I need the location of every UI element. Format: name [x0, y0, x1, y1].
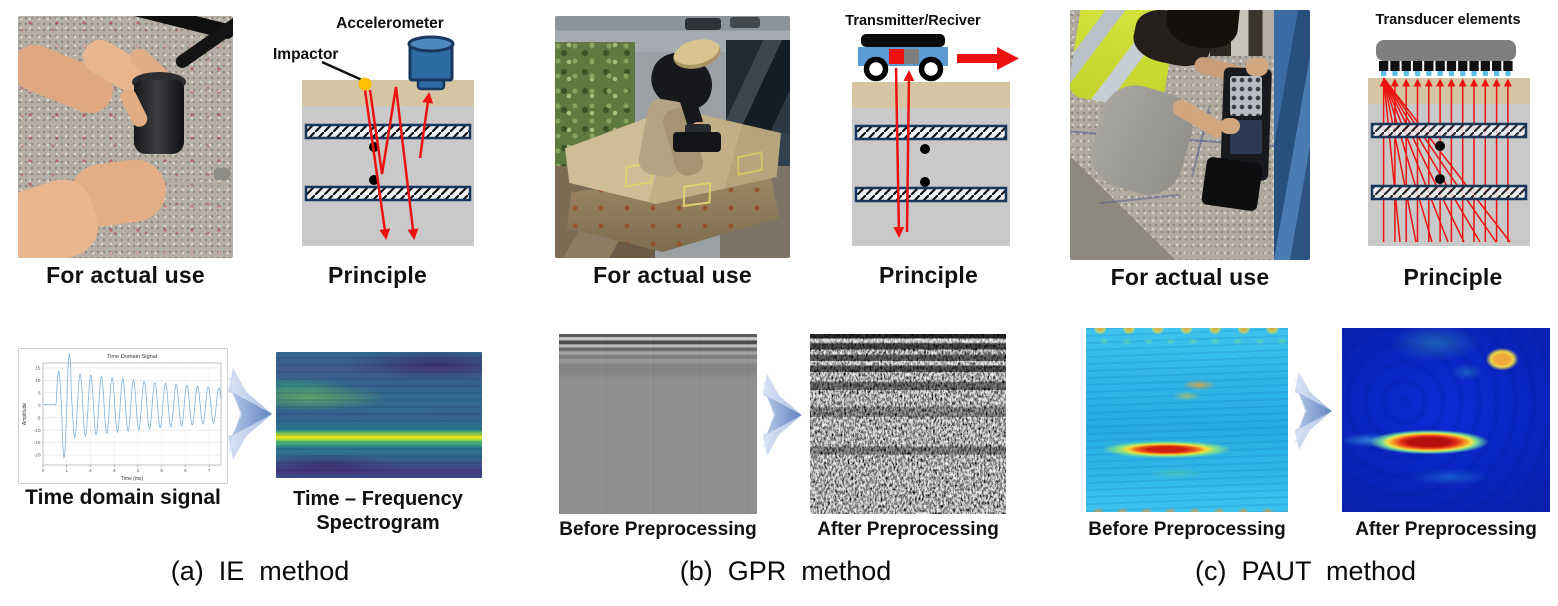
concrete-block-details	[1370, 122, 1528, 201]
car	[730, 17, 760, 28]
rebar-layer	[304, 185, 472, 202]
scan-direction-arrow	[957, 47, 1019, 70]
ultrasound-rays	[1379, 77, 1512, 243]
photo-caption: For actual use	[1110, 264, 1270, 290]
bscan-bands-overlay	[810, 334, 1006, 514]
defect-dot	[920, 177, 930, 187]
principle-caption: Principle	[1403, 264, 1503, 290]
spectrogram-caption-line2: Spectrogram	[316, 512, 440, 535]
transmitter-square	[889, 49, 904, 64]
rebar-layer	[1370, 184, 1528, 201]
wheel	[918, 56, 944, 82]
svg-text:6: 6	[184, 468, 187, 473]
accelerometer-label: Accelerometer	[336, 15, 444, 32]
impactor-leader-line	[321, 60, 363, 82]
paut-scan-after-image	[1342, 328, 1550, 512]
before-caption: Before Preprocessing	[559, 519, 757, 540]
svg-text:Time (ms): Time (ms)	[121, 476, 144, 482]
panel-caption-a: (a) IE method	[170, 556, 350, 586]
gpr-field-photo	[555, 16, 790, 258]
car	[685, 18, 721, 30]
svg-text:-20: -20	[34, 453, 41, 458]
svg-text:-15: -15	[34, 440, 41, 445]
spectrogram-caption: Time – Frequency Spectrogram	[262, 487, 494, 536]
signal-caption: Time domain signal	[25, 486, 221, 509]
principle-caption: Principle	[879, 262, 978, 288]
impactor-label: Impactor	[273, 46, 338, 63]
paut-principle-diagram: Transducer elements	[1368, 12, 1530, 246]
paut-scan-before-image	[1086, 328, 1288, 512]
ie-principle-diagram: Accelerometer Impactor	[273, 15, 474, 246]
photo-caption: For actual use	[593, 262, 752, 288]
accelerometer-icon	[407, 35, 455, 91]
receiver-square	[904, 49, 919, 64]
impactor-dot	[358, 77, 372, 91]
gpr-bscan-after-image	[810, 334, 1006, 514]
gpr-cart-icon	[858, 34, 948, 82]
wire-anchor	[214, 168, 230, 180]
blue-tarp	[1274, 10, 1310, 260]
paut-field-photo	[1070, 10, 1310, 260]
rebar-layer	[854, 124, 1008, 141]
panel-gpr: For actual use Transmitter/Reciver	[533, 0, 1038, 606]
panel-caption-b: (b) GPR method	[679, 556, 892, 586]
time-domain-plot: 15 10 5 0 -5 -10 -15 -20 0 1 2 3 4 5 6 7 Time Domain Sig…	[18, 348, 228, 484]
svg-text:Amplitude: Amplitude	[22, 403, 28, 425]
spectrogram-caption-line1: Time – Frequency	[293, 488, 463, 510]
panel-ie: For actual use Accelerometer Impactor Pr…	[0, 0, 520, 606]
process-arrow-icon	[1294, 372, 1332, 450]
svg-text:5: 5	[160, 468, 163, 473]
ie-field-photo	[18, 16, 233, 258]
photo-caption: For actual use	[46, 262, 205, 288]
gpr-device	[673, 132, 721, 152]
rebar-layer	[854, 186, 1008, 203]
svg-text:-5: -5	[36, 415, 41, 420]
svg-text:Time Domain Signal: Time Domain Signal	[107, 354, 157, 360]
after-caption: After Preprocessing	[1355, 519, 1537, 540]
panel-caption-c: (c) PAUT method	[1194, 556, 1417, 586]
principle-caption: Principle	[328, 262, 427, 288]
concrete-block	[302, 80, 474, 246]
radar-rays	[893, 67, 915, 238]
svg-text:0: 0	[38, 403, 41, 408]
device-probe	[1200, 156, 1264, 212]
person-hand	[1220, 118, 1240, 134]
svg-text:2: 2	[89, 468, 92, 473]
process-arrow-icon	[762, 374, 802, 456]
svg-text:10: 10	[35, 378, 41, 383]
gpr-bscan-before-image	[559, 334, 757, 514]
before-caption: Before Preprocessing	[1088, 519, 1286, 540]
defect-dot	[920, 144, 930, 154]
defect-dot	[1435, 174, 1445, 184]
spectrogram-image	[276, 352, 482, 478]
defect-dot	[1435, 141, 1445, 151]
svg-text:-10: -10	[34, 428, 41, 433]
svg-text:7: 7	[208, 468, 211, 473]
svg-text:5: 5	[38, 390, 41, 395]
panel-paut: For actual use	[1053, 0, 1558, 606]
svg-text:0: 0	[42, 468, 45, 473]
svg-text:3: 3	[113, 468, 116, 473]
svg-text:15: 15	[35, 366, 41, 371]
concrete-block	[852, 82, 1010, 246]
time-domain-plot-svg: 15 10 5 0 -5 -10 -15 -20 0 1 2 3 4 5 6 7 Time Domain Sig…	[22, 352, 222, 482]
transmitter-receiver-label: Transmitter/Reciver	[845, 13, 981, 29]
process-arrow-icon	[228, 368, 272, 460]
svg-text:1: 1	[65, 468, 68, 473]
gpr-principle-diagram: Transmitter/Reciver	[845, 13, 1019, 246]
transducer-elements-label: Transducer elements	[1375, 12, 1520, 28]
device-keypad	[1230, 76, 1262, 116]
stress-wave-rays	[363, 86, 434, 240]
svg-text:4: 4	[137, 468, 140, 473]
transducer-array-icon	[1376, 40, 1516, 76]
after-caption: After Preprocessing	[817, 519, 999, 540]
rebar-layer	[1370, 122, 1528, 139]
person-hand	[1246, 58, 1268, 76]
gpr-device-handle	[685, 124, 711, 134]
slab-marking	[682, 181, 712, 208]
wheel	[863, 56, 889, 82]
